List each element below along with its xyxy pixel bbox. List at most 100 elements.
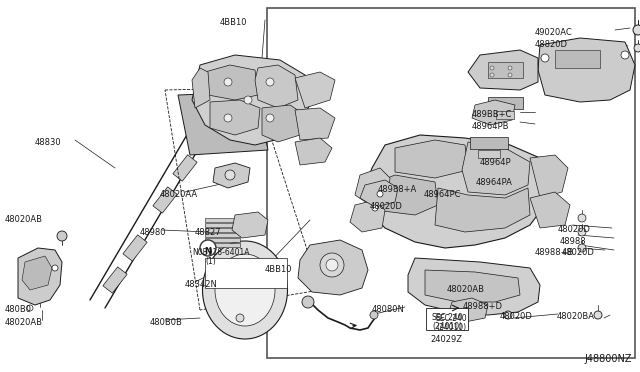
Polygon shape [370,175,438,215]
Text: (24010): (24010) [432,322,462,331]
Bar [478,150,500,158]
Text: 49020AC: 49020AC [535,28,573,37]
Polygon shape [538,38,635,102]
Text: (1): (1) [205,257,216,266]
Polygon shape [18,248,62,305]
Bar [205,228,240,232]
Ellipse shape [202,241,287,339]
Polygon shape [193,123,217,149]
Circle shape [224,78,232,86]
Bar [488,62,523,78]
Text: 48342N: 48342N [185,280,218,289]
Polygon shape [472,100,515,125]
Polygon shape [408,258,540,315]
Circle shape [320,253,344,277]
Polygon shape [178,92,268,155]
Text: (24010): (24010) [436,323,466,332]
Polygon shape [262,105,305,142]
Circle shape [377,191,383,197]
Circle shape [508,66,512,70]
Circle shape [266,114,274,122]
Text: 48988: 48988 [560,237,587,246]
Polygon shape [210,100,260,135]
Circle shape [508,73,512,77]
Text: 480B0B: 480B0B [150,318,183,327]
Circle shape [578,214,586,222]
Text: 48020D: 48020D [370,202,403,211]
Polygon shape [360,180,398,207]
Polygon shape [205,65,258,100]
Polygon shape [365,135,548,248]
Circle shape [266,78,274,86]
Circle shape [27,305,33,311]
Circle shape [302,296,314,308]
Polygon shape [123,235,147,261]
Text: J48800NZ: J48800NZ [584,354,632,364]
Polygon shape [295,108,335,140]
Text: 48020D: 48020D [558,225,591,234]
Text: 48988+A: 48988+A [378,185,417,194]
Bar [205,223,240,227]
Polygon shape [435,188,530,232]
Text: 48964PB: 48964PB [472,122,509,131]
Text: 48988+D: 48988+D [463,302,503,311]
Circle shape [372,205,378,211]
Polygon shape [355,168,390,205]
Text: 489BB+C: 489BB+C [472,110,513,119]
Polygon shape [153,187,177,213]
Text: 48020AB: 48020AB [5,318,43,327]
Polygon shape [22,256,52,290]
Ellipse shape [215,254,275,326]
Circle shape [621,51,629,59]
Text: N: N [205,247,211,256]
Circle shape [52,265,58,271]
Bar [488,97,523,109]
Text: 4BB10: 4BB10 [265,265,292,274]
Circle shape [225,170,235,180]
Circle shape [578,244,586,252]
Text: 48820D: 48820D [535,40,568,49]
Text: 48964PA: 48964PA [476,178,513,187]
Polygon shape [255,65,298,108]
Circle shape [490,73,494,77]
Circle shape [578,228,586,236]
Polygon shape [462,142,530,195]
Text: 48020AB: 48020AB [5,215,43,224]
Circle shape [634,44,640,52]
Circle shape [370,311,378,319]
Text: 48020AA: 48020AA [160,190,198,199]
Polygon shape [448,298,488,322]
Text: 48988+B: 48988+B [535,248,574,257]
Polygon shape [530,192,570,228]
Polygon shape [192,68,210,108]
Text: SEC.240: SEC.240 [436,314,468,323]
Text: 48020AB: 48020AB [447,285,485,294]
Polygon shape [530,155,568,198]
Polygon shape [395,140,468,178]
Polygon shape [103,267,127,293]
Bar [205,233,240,237]
Polygon shape [295,138,332,165]
Polygon shape [298,240,368,295]
Text: 48964P: 48964P [480,158,511,167]
Text: 48020D: 48020D [500,312,533,321]
Text: 48020D: 48020D [562,248,595,257]
Bar [470,137,508,149]
Text: 4BB10: 4BB10 [220,18,248,27]
Bar [205,258,287,288]
Text: 480B0: 480B0 [5,305,32,314]
Polygon shape [295,72,335,108]
Bar [426,308,468,330]
Circle shape [224,114,232,122]
Circle shape [244,96,252,104]
Text: 48827: 48827 [195,228,221,237]
Circle shape [633,25,640,35]
Bar [205,243,240,247]
Bar [267,8,635,358]
Text: 48980: 48980 [140,228,166,237]
Bar [555,50,600,68]
Text: SEC.240: SEC.240 [431,313,463,322]
Bar [205,218,240,222]
Bar [496,111,514,119]
Polygon shape [213,163,250,188]
